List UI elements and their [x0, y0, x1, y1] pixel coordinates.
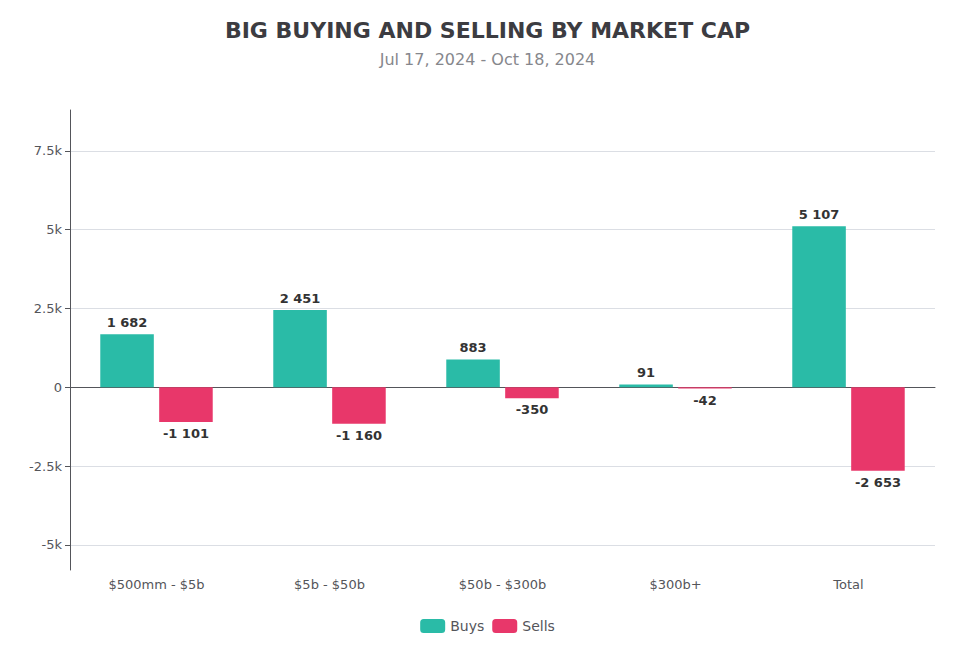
- svg-text:2.5k: 2.5k: [34, 301, 63, 316]
- svg-text:$500mm - $5b: $500mm - $5b: [108, 577, 204, 592]
- svg-text:5 107: 5 107: [799, 207, 840, 222]
- svg-text:$5b - $50b: $5b - $50b: [294, 577, 365, 592]
- svg-text:-1 160: -1 160: [336, 428, 382, 443]
- svg-text:-1 101: -1 101: [163, 426, 209, 441]
- svg-text:-350: -350: [516, 402, 549, 417]
- svg-text:-2 653: -2 653: [855, 475, 901, 490]
- svg-text:Jul 17, 2024 - Oct 18, 2024: Jul 17, 2024 - Oct 18, 2024: [379, 50, 596, 69]
- svg-text:-2.5k: -2.5k: [29, 459, 62, 474]
- svg-text:91: 91: [637, 365, 655, 380]
- svg-text:0: 0: [54, 380, 62, 395]
- svg-text:$300b+: $300b+: [649, 577, 701, 592]
- svg-text:1 682: 1 682: [107, 315, 148, 330]
- svg-text:BIG BUYING AND SELLING BY MARK: BIG BUYING AND SELLING BY MARKET CAP: [225, 18, 750, 43]
- svg-text:-42: -42: [693, 393, 717, 408]
- svg-text:5k: 5k: [46, 222, 62, 237]
- svg-text:$50b - $300b: $50b - $300b: [459, 577, 546, 592]
- svg-text:Total: Total: [832, 577, 863, 592]
- svg-text:7.5k: 7.5k: [34, 143, 63, 158]
- svg-text:Sells: Sells: [522, 618, 555, 634]
- svg-text:-5k: -5k: [42, 537, 63, 552]
- svg-text:2 451: 2 451: [280, 291, 321, 306]
- svg-text:883: 883: [459, 340, 486, 355]
- svg-text:Buys: Buys: [450, 618, 484, 634]
